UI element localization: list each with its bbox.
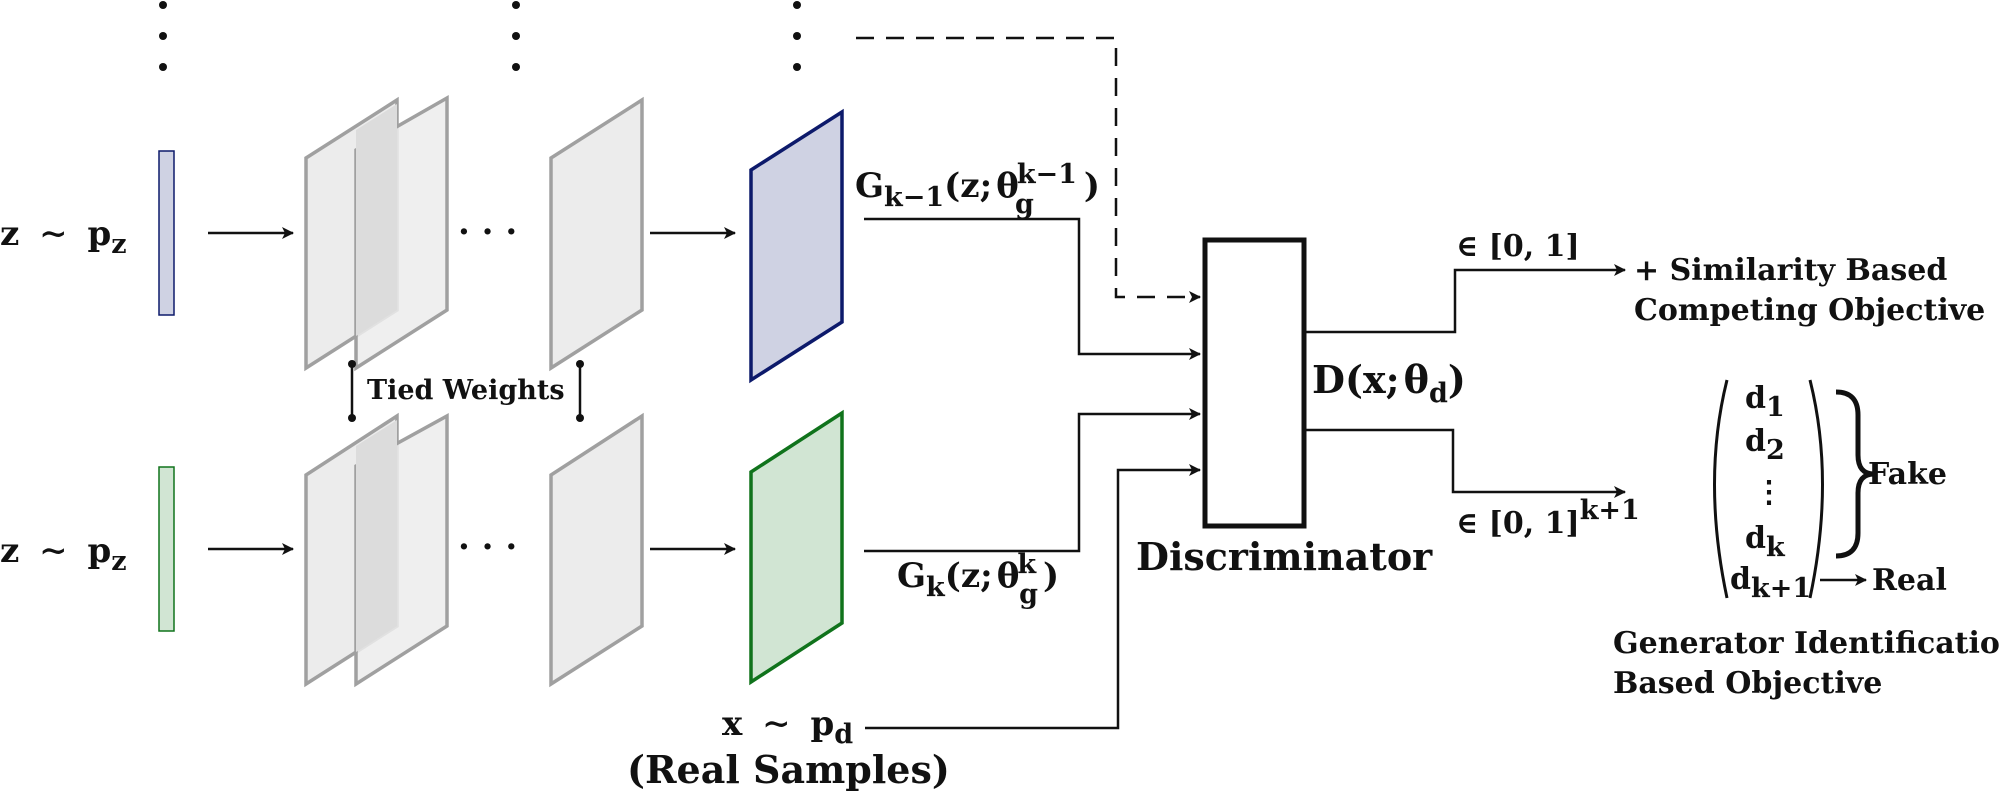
top-generator-label: Gk−1(z; θk−1 g): [855, 159, 1100, 220]
bottom-generator-to-discriminator: [864, 414, 1200, 551]
discriminator-label: Discriminator: [1136, 534, 1433, 579]
vector-vertical-dots: ⋮: [1754, 475, 1784, 510]
vector-entry-dk1: dk+1: [1730, 562, 1811, 604]
bottom-noise-label: z ∼ pz: [0, 531, 127, 577]
similarity-objective-line1: + Similarity Based: [1634, 253, 1947, 288]
tied-weights-connector: Tied Weights: [348, 360, 584, 422]
top-layer-overlap: [356, 104, 397, 336]
identity-vector: d1 d2 ⋮ dk dk+1 Fake Real: [1715, 380, 1947, 604]
real-samples-caption: (Real Samples): [627, 747, 950, 792]
bottom-layer-overlap: [356, 420, 397, 652]
bottom-layers-ellipsis: · · ·: [458, 527, 517, 567]
vector-entry-dk: dk: [1745, 521, 1786, 563]
vector-left-paren: [1715, 380, 1728, 598]
discriminator-function-label: D(x; θd): [1312, 357, 1466, 409]
discriminator-bottom-output: [1304, 430, 1625, 492]
tied-weights-label: Tied Weights: [367, 375, 565, 406]
top-output-range: ∈ [0, 1]: [1456, 229, 1580, 264]
vector-entry-d2: d2: [1745, 424, 1785, 466]
top-noise-label: z ∼ pz: [0, 214, 127, 260]
discriminator-top-output: [1304, 270, 1625, 332]
top-generator-to-discriminator: [864, 219, 1200, 354]
real-samples-input: x ∼ pd (Real Samples): [627, 704, 950, 792]
top-generator-output: [751, 112, 842, 380]
bottom-generator-output: [751, 413, 842, 682]
similarity-objective-line2: Competing Objective: [1634, 293, 1985, 328]
top-layer-last: [551, 100, 642, 368]
vector-entry-d1: d1: [1745, 381, 1785, 423]
top-layers-ellipsis: · · ·: [458, 212, 517, 252]
bottom-generator-label: Gk(z; θk g): [897, 549, 1059, 610]
generator-identification-line1: Generator Identification: [1613, 626, 2000, 661]
top-noise-vector: [159, 151, 174, 315]
discriminator-box: [1205, 240, 1304, 526]
generator-identification-line2: Based Objective: [1613, 666, 1882, 701]
real-data-label: x ∼ pd: [722, 704, 853, 750]
bottom-noise-vector: [159, 467, 174, 631]
fake-label: Fake: [1868, 457, 1947, 492]
bottom-output-range: ∈ [0, 1]k+1: [1456, 495, 1640, 541]
top-generator-branch: z ∼ pz · · · Gk−1(z; θk−1 g): [0, 98, 1100, 380]
real-label: Real: [1872, 563, 1947, 598]
bottom-generator-branch: z ∼ pz · · · Gk(z; θk g): [0, 413, 1059, 684]
continuation-dots: [159, 1, 801, 71]
discriminator: Discriminator D(x; θd): [1136, 240, 1466, 579]
vector-right-paren: [1810, 380, 1823, 598]
bottom-layer-last: [551, 416, 642, 684]
